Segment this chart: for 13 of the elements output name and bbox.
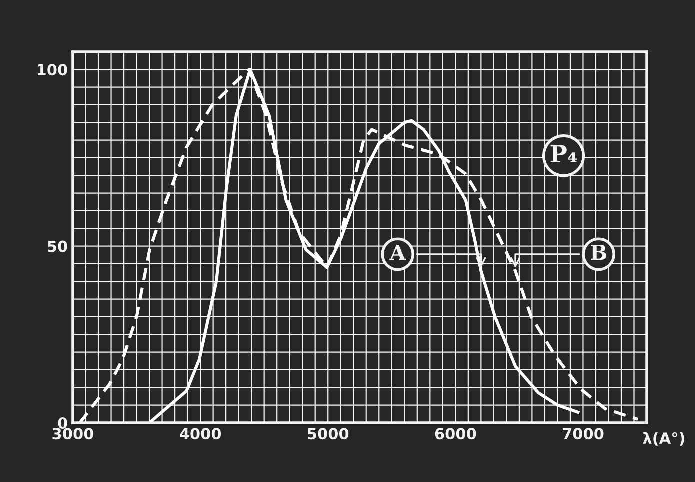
x-tick-label: 3000 bbox=[52, 428, 94, 440]
annotation: B bbox=[590, 244, 606, 260]
x-tick-label: 4000 bbox=[180, 428, 222, 440]
y-tick-label: 0 bbox=[58, 417, 68, 430]
x-tick-label: 7000 bbox=[562, 428, 604, 440]
y-tick-label: 100 bbox=[38, 64, 68, 76]
annotation: A bbox=[390, 244, 406, 260]
x-axis-title: λ(A°) bbox=[643, 432, 684, 446]
line-series bbox=[78, 68, 640, 423]
annotation: P₄ bbox=[550, 145, 578, 162]
x-tick-label: 5000 bbox=[308, 428, 349, 440]
x-tick-label: 6000 bbox=[435, 428, 476, 440]
y-tick-label: 50 bbox=[48, 240, 68, 252]
